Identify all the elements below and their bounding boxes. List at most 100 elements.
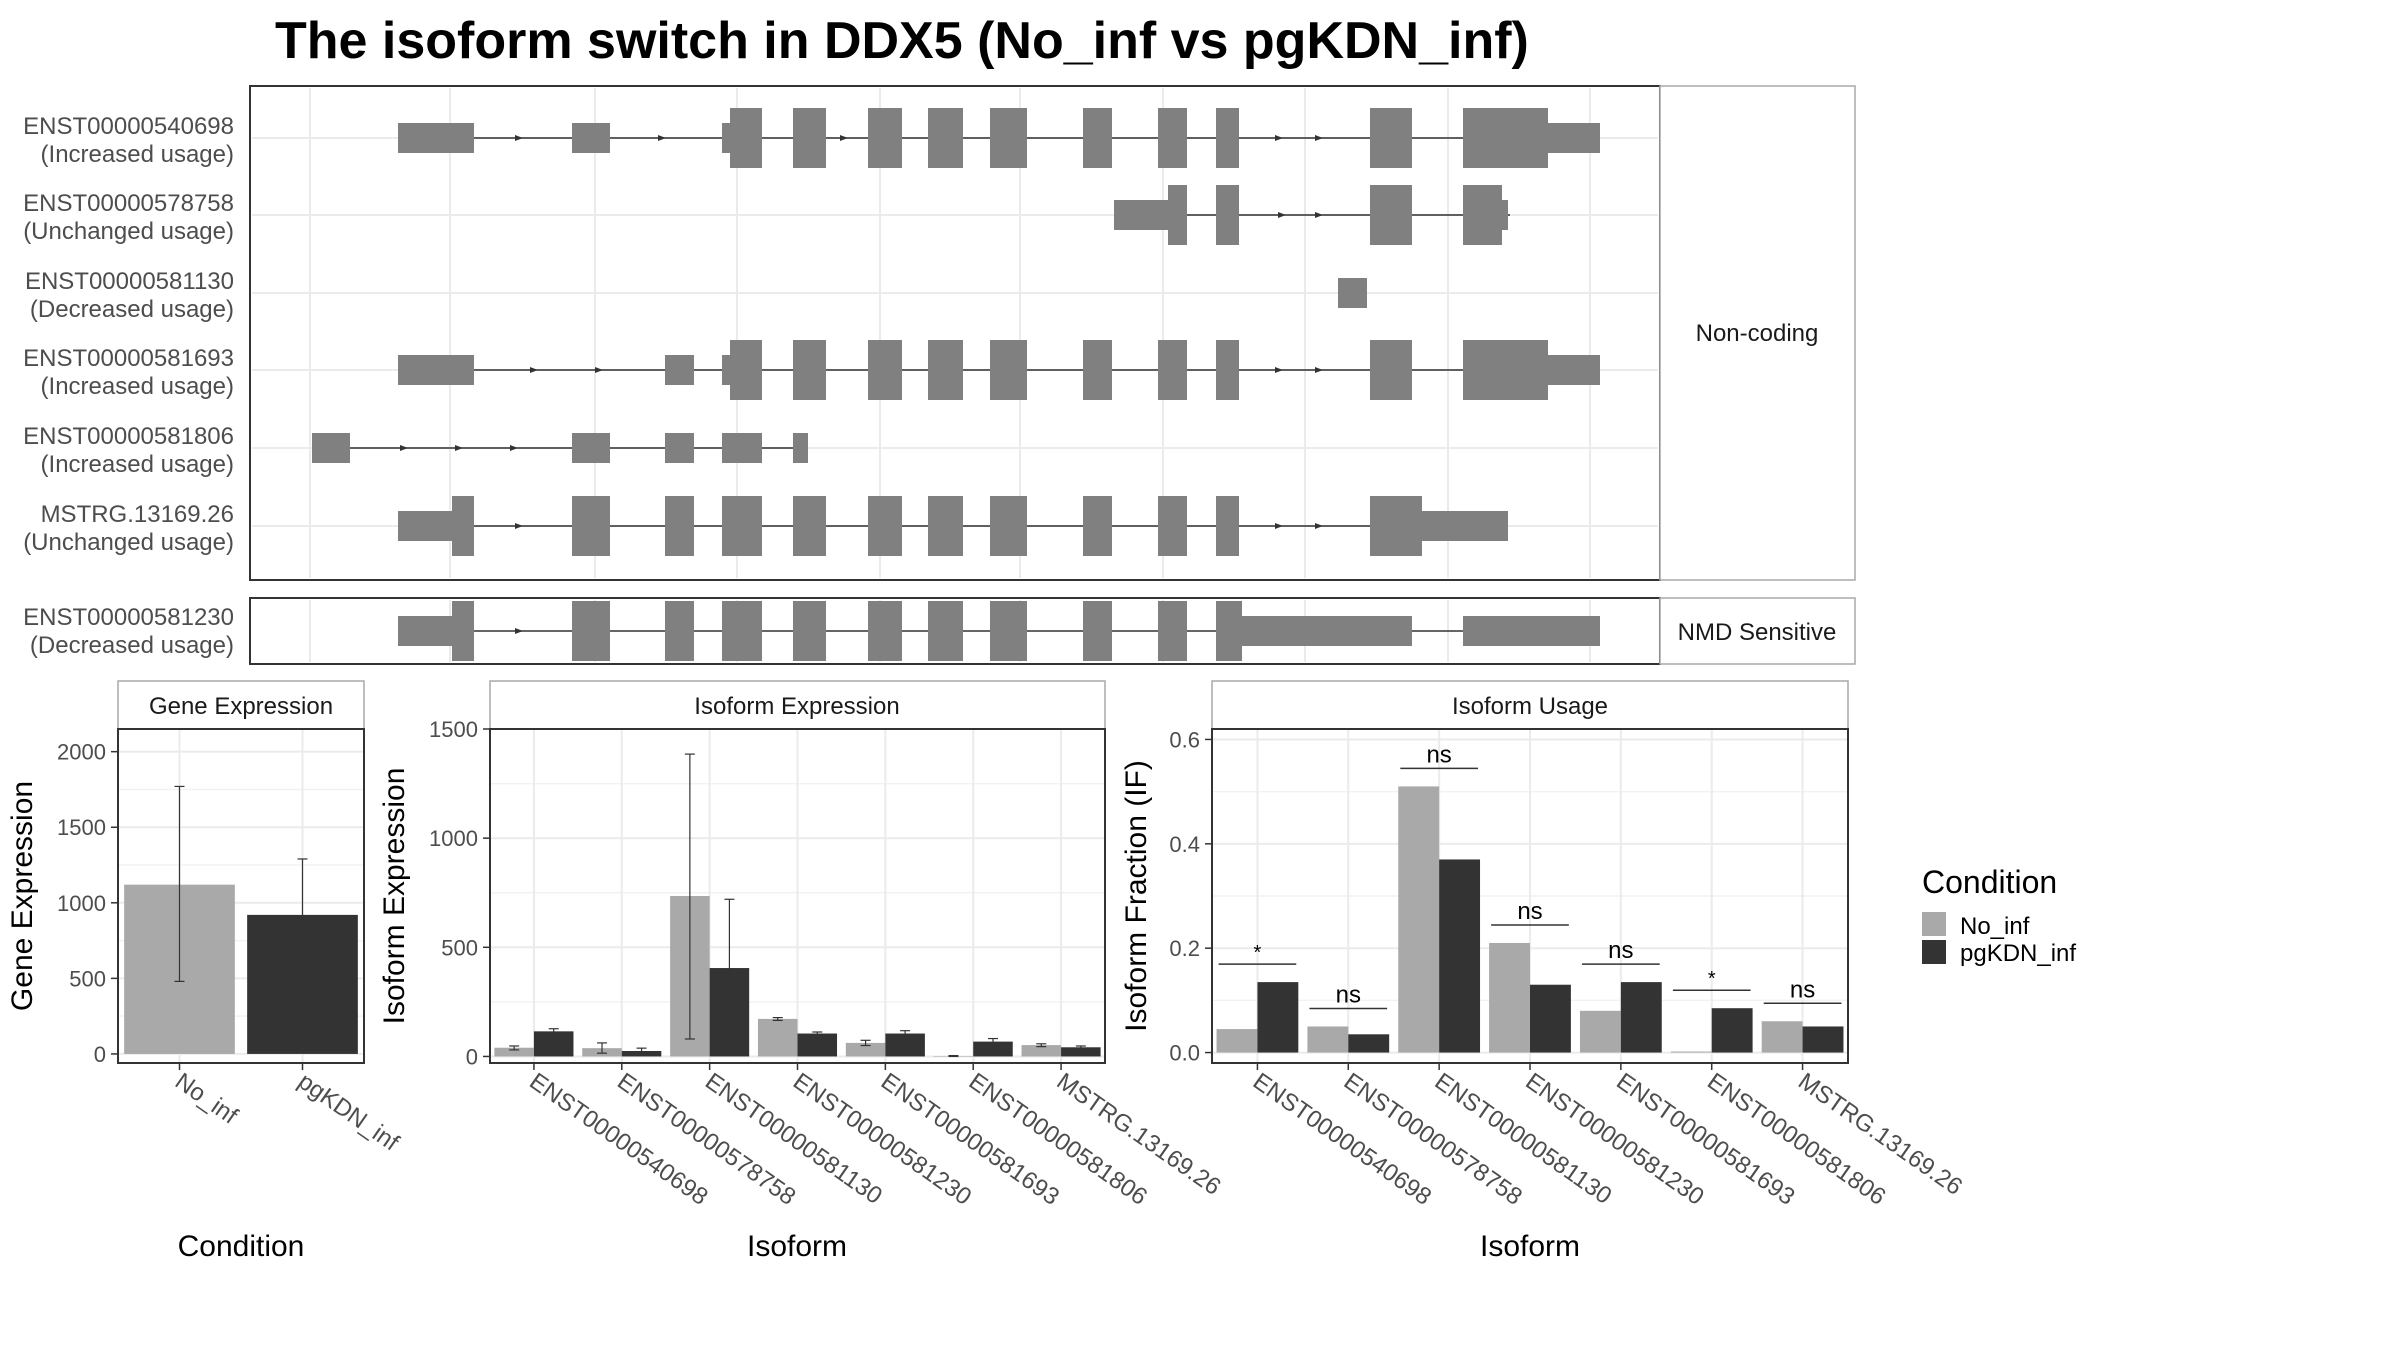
coding-exon — [1216, 601, 1242, 661]
y-tick-label: 2000 — [57, 740, 106, 765]
coding-exon — [730, 340, 762, 400]
bar-No_inf — [1307, 1026, 1349, 1053]
coding-exon — [1370, 185, 1412, 245]
transcript-usage: (Increased usage) — [41, 141, 234, 168]
bar-pgKDN_inf — [885, 1033, 925, 1057]
y-tick-label: 0.6 — [1169, 727, 1200, 752]
bar-pgKDN_inf — [1061, 1047, 1101, 1057]
transcript-id: ENST00000540698 — [23, 113, 234, 140]
coding-exon — [868, 340, 902, 400]
intron-direction-arrow — [515, 523, 523, 529]
coding-exon — [868, 108, 902, 168]
utr-exon — [722, 433, 762, 463]
bar-pgKDN_inf — [1257, 982, 1299, 1053]
coding-exon — [1463, 340, 1548, 400]
bar-pgKDN_inf — [1620, 982, 1662, 1053]
gene-expression-strip — [117, 680, 365, 730]
coding-exon — [1463, 185, 1502, 245]
intron-direction-arrow — [1315, 135, 1323, 141]
gene-expression-panel: Gene Expression 0 500 1000 1500 2000 No_inf pg… — [6, 680, 404, 1263]
coding-exon — [990, 601, 1027, 661]
transcript-usage: (Unchanged usage) — [23, 529, 234, 556]
isoform-expression-strip — [489, 680, 1106, 730]
non-coding-strip — [1659, 85, 1856, 581]
coding-exon — [868, 601, 902, 661]
transcript-usage: (Increased usage) — [41, 451, 234, 478]
coding-exon — [730, 108, 762, 168]
coding-exon — [1370, 496, 1422, 556]
intron-direction-arrow — [1275, 367, 1283, 373]
coding-exon — [928, 601, 963, 661]
utr-exon — [665, 355, 694, 385]
coding-exon — [1168, 185, 1187, 245]
isoform-usage-strip-label: Isoform Usage — [1452, 693, 1608, 720]
coding-exon — [990, 108, 1027, 168]
y-tick-label: 500 — [441, 935, 478, 960]
bar-No_inf — [1398, 786, 1440, 1053]
utr-exon — [398, 355, 474, 385]
y-tick-label: 500 — [69, 966, 106, 991]
transcript-structure-panel: Non-coding NMD Sensitive ENST00000540698… — [23, 85, 1856, 665]
exon-models — [312, 108, 1600, 661]
coding-exon — [990, 496, 1027, 556]
utr-exon — [398, 511, 452, 541]
transcript-usage: (Increased usage) — [41, 373, 234, 400]
gene-expression-xlabel: Condition — [178, 1230, 305, 1263]
coding-exon — [665, 496, 694, 556]
non-coding-strip-label: Non-coding — [1696, 320, 1819, 347]
coding-exon — [990, 340, 1027, 400]
coding-exon — [1370, 340, 1412, 400]
intron-direction-arrow — [455, 445, 463, 451]
bar-pgKDN_inf — [533, 1031, 574, 1057]
significance-label: ns — [1608, 937, 1633, 964]
transcript-labels: ENST00000540698 (Increased usage) ENST00… — [23, 113, 234, 659]
transcript-id: MSTRG.13169.26 — [41, 501, 234, 528]
isoform-expression-strip-label: Isoform Expression — [694, 693, 899, 720]
intron-direction-arrow — [1315, 367, 1323, 373]
utr-exon — [1548, 355, 1600, 385]
legend-title: Condition — [1922, 864, 2057, 900]
significance-label: ns — [1336, 981, 1361, 1008]
coding-exon — [1370, 108, 1412, 168]
bar-pgKDN_inf — [1439, 859, 1481, 1053]
isoform-expression-xlabel: Isoform — [747, 1230, 847, 1263]
coding-exon — [1216, 340, 1239, 400]
coding-exon — [1158, 496, 1187, 556]
utr-exon — [1242, 616, 1412, 646]
coding-exon — [793, 340, 826, 400]
isoform-expression-plot: 050010001500ENST00000540698ENST000005787… — [429, 717, 1226, 1211]
coding-exon — [1083, 601, 1112, 661]
gene-expression-plot: 0 500 1000 1500 2000 No_inf pgKDN_inf — [57, 729, 404, 1157]
coding-exon — [1216, 496, 1239, 556]
bar-No_inf — [1489, 942, 1530, 1053]
coding-exon — [722, 496, 762, 556]
utr-exon — [398, 616, 452, 646]
bar-No_inf — [757, 1018, 798, 1057]
intron-direction-arrow — [658, 135, 666, 141]
coding-exon — [793, 108, 826, 168]
isoform-expression-ylabel: Isoform Expression — [378, 768, 411, 1025]
isoform-usage-xlabel: Isoform — [1480, 1230, 1580, 1263]
gene-expression-strip-label: Gene Expression — [149, 693, 333, 720]
coding-exon — [1083, 496, 1112, 556]
x-tick-label: pgKDN_inf — [293, 1068, 404, 1157]
figure-title: The isoform switch in DDX5 (No_inf vs pg… — [275, 12, 1529, 70]
legend-label-pgkdn-inf: pgKDN_inf — [1960, 940, 2076, 967]
utr-exon — [1502, 200, 1508, 230]
bar-pgKDN_inf — [1348, 1034, 1390, 1053]
legend-label-no-inf: No_inf — [1960, 913, 2030, 940]
transcript-usage: (Unchanged usage) — [23, 218, 234, 245]
transcript-id: ENST00000578758 — [23, 190, 234, 217]
gene-expression-border — [117, 728, 365, 1064]
y-tick-label: 0.4 — [1169, 832, 1200, 857]
bar-pgKDN_inf — [1711, 1008, 1753, 1053]
coding-exon — [572, 601, 610, 661]
intron-direction-arrow — [1275, 135, 1283, 141]
coding-exon — [452, 496, 474, 556]
utr-exon — [665, 433, 694, 463]
nmd-strip-label: NMD Sensitive — [1678, 619, 1837, 646]
isoform-usage-strip — [1211, 680, 1849, 730]
coding-exon — [1083, 340, 1112, 400]
y-tick-label: 0 — [94, 1042, 106, 1067]
